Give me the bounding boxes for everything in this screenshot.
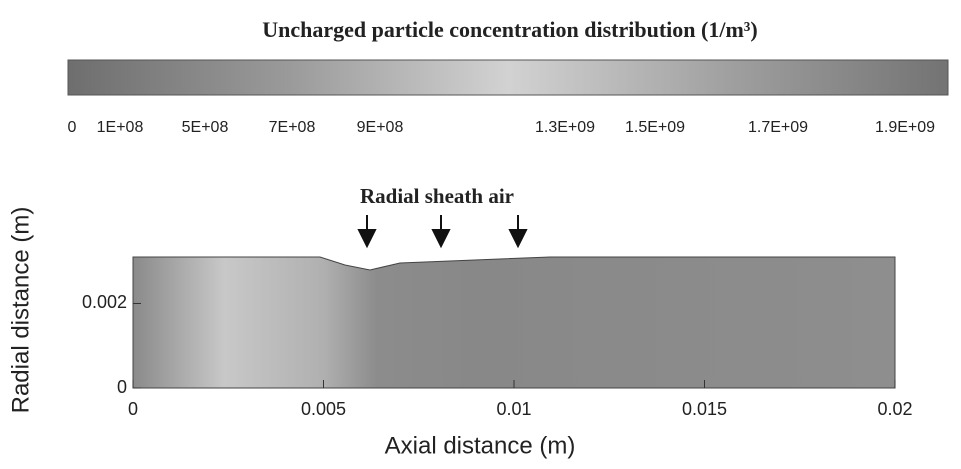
x-tick-label: 0.02 xyxy=(877,399,912,419)
colorbar-label: 1E+08 xyxy=(97,119,144,136)
x-tick-label: 0.005 xyxy=(301,399,346,419)
y-axis-label: Radial distance (m) xyxy=(7,207,34,414)
arrows xyxy=(357,215,528,249)
annotation: Radial sheath air xyxy=(360,184,514,208)
colorbar-title: Uncharged particle concentration distrib… xyxy=(262,17,757,42)
colorbar-label: 1.3E+09 xyxy=(535,119,595,136)
contour-field xyxy=(132,256,896,389)
x-tick-label: 0.015 xyxy=(682,399,727,419)
y-tick-label: 0 xyxy=(117,377,127,397)
colorbar-label: 9E+08 xyxy=(357,119,404,136)
colorbar-label: 7E+08 xyxy=(269,119,316,136)
y-tick-label: 0.002 xyxy=(82,292,127,312)
colorbar-label: 0 xyxy=(68,119,77,136)
colorbar xyxy=(67,59,949,96)
colorbar-label: 1.7E+09 xyxy=(748,119,808,136)
colorbar-label: 1.9E+09 xyxy=(875,119,935,136)
colorbar-label: 1.5E+09 xyxy=(625,119,685,136)
colorbar-label: 5E+08 xyxy=(182,119,229,136)
x-tick-label: 0.01 xyxy=(496,399,531,419)
x-axis-label: Axial distance (m) xyxy=(385,432,576,459)
x-tick-label: 0 xyxy=(128,399,138,419)
